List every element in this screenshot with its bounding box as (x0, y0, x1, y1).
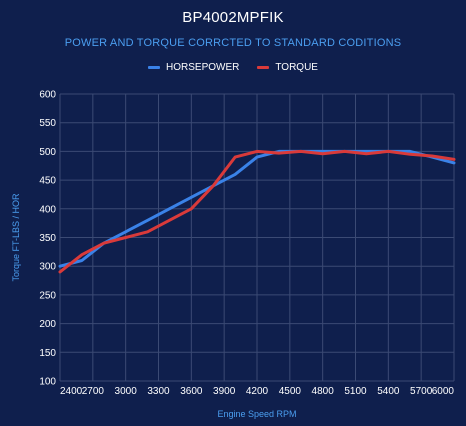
x-tick-label: 3000 (115, 386, 138, 397)
y-tick-label: 600 (39, 90, 56, 101)
y-tick-label: 550 (39, 118, 56, 129)
y-tick-label: 200 (39, 319, 56, 330)
x-tick-label: 6000 (432, 386, 455, 397)
y-tick-label: 400 (39, 204, 56, 215)
y-tick-label: 150 (39, 348, 56, 359)
x-tick-label: 3600 (180, 386, 203, 397)
x-tick-label: 5700 (410, 386, 433, 397)
y-tick-labels: 100 150 200 250 300 350 400 450 500 550 600 (39, 90, 56, 388)
x-tick-label: 3300 (147, 386, 170, 397)
grid-lines (60, 94, 454, 381)
y-axis-label: Torque FT-LBS / HOR (11, 193, 21, 282)
x-tick-label: 4500 (279, 386, 302, 397)
y-tick-label: 350 (39, 233, 56, 244)
x-tick-labels: 2400 2700 3000 3300 3600 3900 4200 4500 4800 5100… (60, 386, 454, 397)
x-tick-label: 4200 (246, 386, 269, 397)
y-tick-label: 450 (39, 176, 56, 187)
x-tick-label: 4800 (312, 386, 335, 397)
y-tick-label: 250 (39, 290, 56, 301)
x-tick-label: 5100 (344, 386, 367, 397)
x-tick-label: 2400 (60, 386, 83, 397)
x-axis-label: Engine Speed RPM (217, 409, 296, 419)
x-tick-label: 5400 (377, 386, 400, 397)
y-tick-label: 100 (39, 377, 56, 388)
x-tick-label: 3900 (213, 386, 236, 397)
x-tick-label: 2700 (82, 386, 105, 397)
y-tick-label: 300 (39, 262, 56, 273)
y-tick-label: 500 (39, 147, 56, 158)
